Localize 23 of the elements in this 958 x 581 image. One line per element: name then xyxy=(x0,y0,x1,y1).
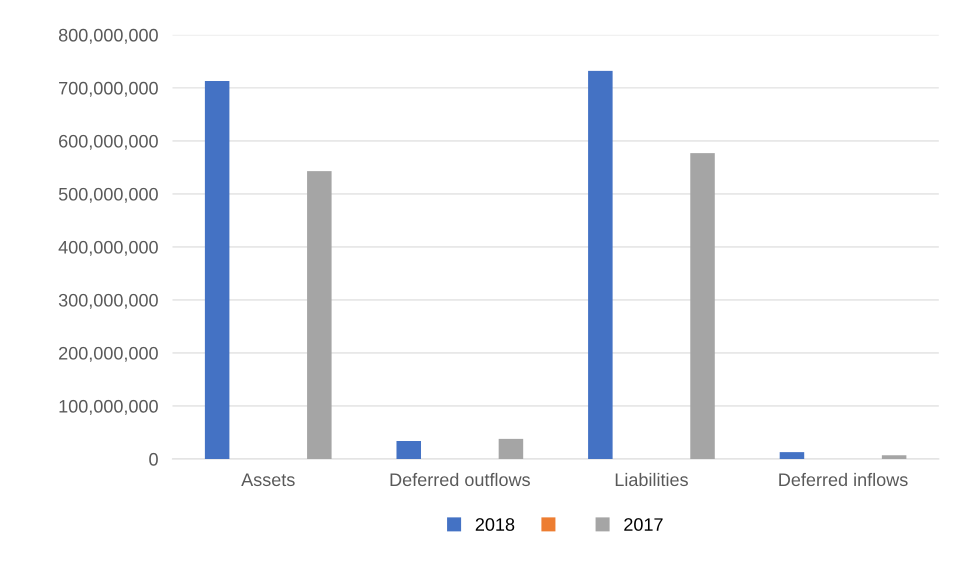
y-tick-label: 100,000,000 xyxy=(60,400,158,415)
bar xyxy=(882,455,906,459)
bar xyxy=(690,153,715,459)
y-tick-label: 300,000,000 xyxy=(58,294,158,309)
bar xyxy=(588,70,613,459)
x-tick-label: Assets xyxy=(241,474,295,486)
y-tick-label: 700,000,000 xyxy=(59,82,158,97)
y-tick-label: 800,000,000 xyxy=(58,28,158,44)
legend-label: 2017 xyxy=(624,518,663,531)
y-tick-label: 400,000,000 xyxy=(58,240,158,256)
y-tick-label: 600,000,000 xyxy=(59,134,158,150)
y-tick-label: 200,000,000 xyxy=(59,346,158,362)
legend-label: 2018 xyxy=(476,518,514,531)
y-tick-label: 0 xyxy=(149,452,158,466)
bar xyxy=(780,452,804,459)
y-tick-label: 500,000,000 xyxy=(58,188,158,203)
x-tick-label: Liabilities xyxy=(616,472,688,486)
x-tick-label: Deferred inflows xyxy=(779,472,908,486)
bar xyxy=(396,440,422,459)
bar xyxy=(498,438,524,459)
bar xyxy=(204,80,230,459)
x-tick-label: Deferred outflows xyxy=(390,472,530,486)
bar xyxy=(307,171,332,459)
